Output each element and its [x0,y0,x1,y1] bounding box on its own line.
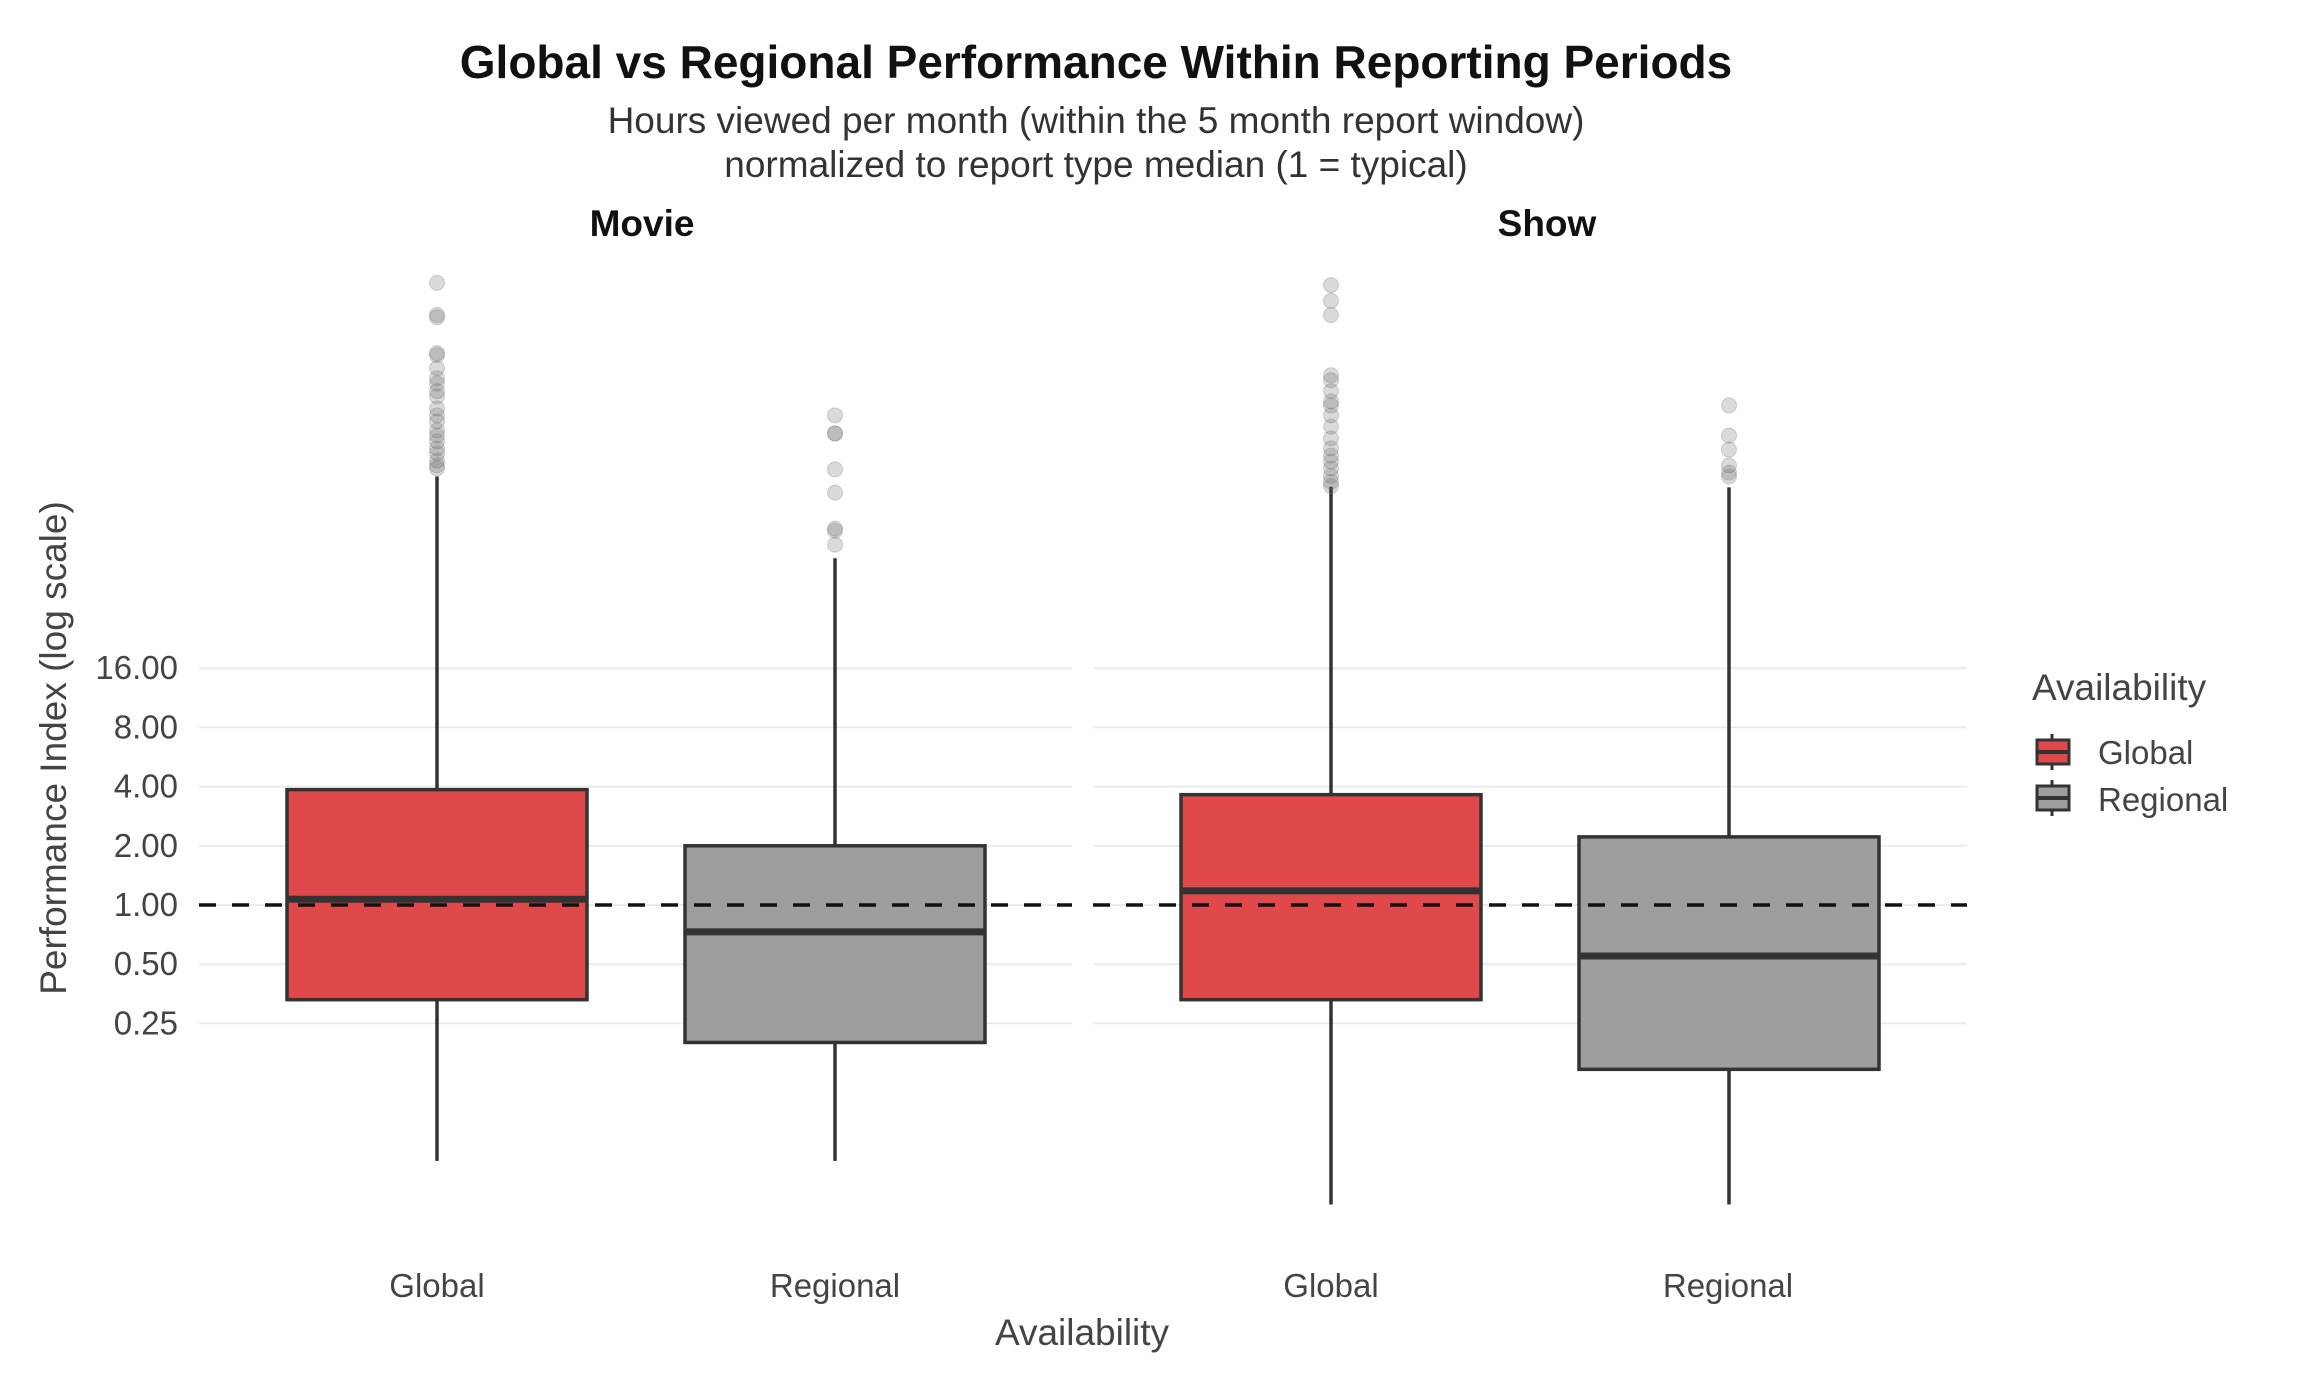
legend: Availability Global Regional [2032,667,2228,818]
outlier-point [1323,467,1339,484]
outlier-point [429,440,445,457]
y-tick-label: 0.50 [114,945,178,982]
box-iqr [1179,792,1483,1002]
panel-movie: Movie [199,203,1072,1161]
y-tick-label: 16.00 [95,649,178,686]
outlier-point [429,460,445,477]
chart-subtitle-line-1: Hours viewed per month (within the 5 mon… [608,100,1585,141]
outlier-point [1323,383,1339,400]
y-tick-label: 2.00 [114,827,178,864]
x-axis-title: Availability [995,1312,1170,1353]
outlier-point [1721,397,1737,414]
outlier-point [429,309,445,326]
legend-key-regional [2035,780,2071,816]
outlier-point [827,520,843,537]
box-iqr [683,844,987,1045]
outlier-point [1323,292,1339,309]
outlier-point [1323,430,1339,447]
outlier-point [429,307,445,324]
outlier-point [1721,441,1737,458]
y-tick-label: 8.00 [114,708,178,745]
legend-title: Availability [2032,667,2207,708]
outlier-point [1323,453,1339,470]
x-tick-label-movie-regional: Regional [770,1267,900,1304]
outlier-point [1323,440,1339,457]
outlier-point [429,400,445,417]
outlier-point [1323,473,1339,490]
chart-subtitle-line-2: normalized to report type median (1 = ty… [724,144,1467,185]
outlier-point [827,425,843,442]
panel-show: Show [1093,203,1967,1205]
outlier-point [1721,427,1737,444]
outlier-point [1323,277,1339,294]
legend-label-global: Global [2098,734,2193,771]
outlier-point [1323,460,1339,477]
outlier-point [827,536,843,553]
panel-strip-label-movie: Movie [590,203,695,244]
outlier-point [429,388,445,405]
box-iqr [285,787,589,1002]
y-tick-label: 0.25 [114,1004,178,1041]
chart-title: Global vs Regional Performance Within Re… [460,36,1732,88]
outlier-point [1323,397,1339,414]
outlier-point [429,422,445,439]
outlier-point [429,452,445,469]
outlier-point [1721,464,1737,481]
outlier-point [1721,457,1737,474]
outlier-point [429,383,445,400]
outlier-point [1323,372,1339,389]
outlier-point [429,375,445,392]
outlier-point [1323,407,1339,424]
outlier-point [827,484,843,501]
outlier-point [429,370,445,387]
box-regional [1577,397,1881,1205]
panel-strip-label-show: Show [1498,203,1597,244]
outlier-point [429,457,445,474]
box-regional [683,407,987,1161]
y-tick-label: 4.00 [114,768,178,805]
legend-key-global [2035,734,2071,770]
x-tick-label-movie-global: Global [389,1267,484,1304]
outlier-point [429,413,445,430]
y-axis-title: Performance Index (log scale) [33,501,74,995]
y-axis-ticks: 0.25 0.50 1.00 2.00 4.00 8.00 16.00 [95,649,178,1041]
outlier-point [429,347,445,364]
outlier-point [1721,468,1737,485]
outlier-point [1323,447,1339,464]
outlier-point [429,345,445,362]
outlier-point [429,407,445,424]
outlier-point [429,445,445,462]
outlier-point [429,274,445,291]
outlier-point [827,461,843,478]
x-tick-label-show-regional: Regional [1663,1267,1793,1304]
box-global [285,274,589,1161]
y-tick-label: 1.00 [114,886,178,923]
x-tick-label-show-global: Global [1283,1267,1378,1304]
outlier-point [1323,478,1339,495]
outlier-point [1323,418,1339,435]
outlier-point [1323,307,1339,324]
outlier-point [827,522,843,539]
outlier-point [429,360,445,377]
outlier-point [1323,393,1339,410]
legend-label-regional: Regional [2098,781,2228,818]
box-global [1179,277,1483,1205]
outlier-point [1323,367,1339,384]
outlier-point [827,407,843,424]
outlier-point [429,427,445,444]
outlier-point [827,425,843,442]
outlier-point [429,433,445,450]
